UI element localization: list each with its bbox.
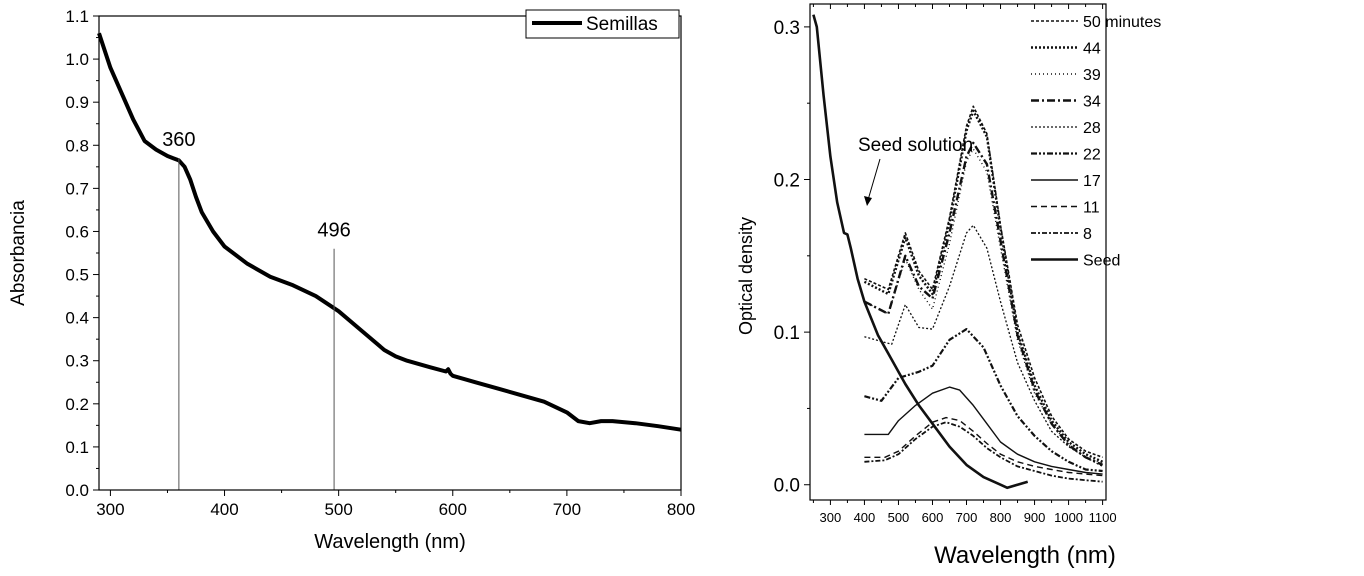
left-y-tick-label: 0.9 xyxy=(65,93,89,112)
right-plot-frame xyxy=(809,3,1107,501)
optical-density-chart: 300 400 500 600 700 800 900 1000 1100 0.0 0.1 0.2 0.… xyxy=(736,3,1161,569)
right-x-tick-label: 500 xyxy=(888,510,910,525)
left-plot-frame xyxy=(98,15,682,491)
legend-label: 50 minutes xyxy=(1083,14,1161,31)
legend-label: 22 xyxy=(1083,147,1101,164)
legend-label: 44 xyxy=(1083,41,1101,58)
right-y-axis-label: Optical density xyxy=(736,217,756,335)
left-y-tick-label: 0.3 xyxy=(65,352,89,371)
series-line-50-minutes xyxy=(864,105,1103,459)
series-line-semillas xyxy=(97,32,682,432)
series-line-39 xyxy=(864,148,1103,465)
legend-label: 34 xyxy=(1083,94,1101,111)
right-y-tick-label: 0.0 xyxy=(774,476,800,497)
right-y-tick-label: 0.3 xyxy=(774,18,800,39)
seed-solution-arrowhead xyxy=(864,196,872,206)
left-y-tick-label: 0.2 xyxy=(65,395,89,414)
seed-solution-annotation: Seed solution xyxy=(858,135,973,206)
absorbance-chart: 360 496 300 400 500 600 700 800 0.0 0.1 0.2 0.3 0.4… xyxy=(8,7,695,553)
series-line-44 xyxy=(863,109,1104,463)
left-y-tick-label: 0.8 xyxy=(65,136,89,155)
seed-solution-arrow xyxy=(867,158,881,201)
legend-label: 28 xyxy=(1083,120,1101,137)
series-line-17 xyxy=(864,386,1103,475)
annotation-label-360: 360 xyxy=(162,129,195,151)
left-y-tick-label: 0.6 xyxy=(65,222,89,241)
right-legend: 50 minutes 44 39 34 28 22 17 11 8 Seed xyxy=(1031,14,1161,270)
series-line-28 xyxy=(864,224,1103,467)
left-x-tick-label: 700 xyxy=(553,500,581,519)
legend-label: Seed xyxy=(1083,253,1120,270)
series-line-34 xyxy=(863,141,1104,466)
left-y-tick-label: 0.0 xyxy=(65,481,89,500)
series-line-11 xyxy=(864,416,1103,477)
left-x-tick-label: 400 xyxy=(210,500,238,519)
right-x-tick-label: 1000 xyxy=(1054,510,1083,525)
left-y-tick-label: 0.4 xyxy=(65,309,89,328)
left-y-tick-label: 0.5 xyxy=(65,266,89,285)
right-y-tick-label: 0.2 xyxy=(774,171,800,192)
legend-label: 8 xyxy=(1083,226,1092,243)
right-x-tick-label: 300 xyxy=(820,510,842,525)
right-x-tick-label: 600 xyxy=(922,510,944,525)
left-x-tick-label: 500 xyxy=(324,500,352,519)
series-line-8 xyxy=(864,421,1103,483)
left-y-tick-label: 0.7 xyxy=(65,179,89,198)
left-legend-label: Semillas xyxy=(586,14,658,35)
left-x-axis-label: Wavelength (nm) xyxy=(314,531,466,553)
right-x-tick-label: 700 xyxy=(956,510,978,525)
left-x-tick-label: 600 xyxy=(439,500,467,519)
right-x-tick-label: 900 xyxy=(1024,510,1046,525)
left-y-axis-label: Absorbancia xyxy=(8,200,29,306)
left-legend: Semillas xyxy=(525,9,680,39)
right-x-axis-label: Wavelength (nm) xyxy=(934,542,1116,569)
seed-solution-label: Seed solution xyxy=(858,135,973,156)
series-line-Seed xyxy=(812,14,1029,490)
legend-label: 39 xyxy=(1083,67,1101,84)
legend-label: 11 xyxy=(1083,200,1100,217)
left-y-tick-label: 0.1 xyxy=(65,438,89,457)
left-y-tick-label: 1.1 xyxy=(65,7,89,26)
left-x-tick-label: 800 xyxy=(667,500,695,519)
right-x-tick-label: 400 xyxy=(854,510,876,525)
left-y-tick-label: 1.0 xyxy=(65,50,89,69)
right-x-tick-label: 1100 xyxy=(1089,510,1117,525)
right-x-tick-label: 800 xyxy=(990,510,1012,525)
legend-label: 17 xyxy=(1083,173,1101,190)
annotation-label-496: 496 xyxy=(317,220,350,242)
left-x-tick-label: 300 xyxy=(96,500,124,519)
series-line-22 xyxy=(864,328,1103,473)
right-y-tick-label: 0.1 xyxy=(774,323,800,344)
